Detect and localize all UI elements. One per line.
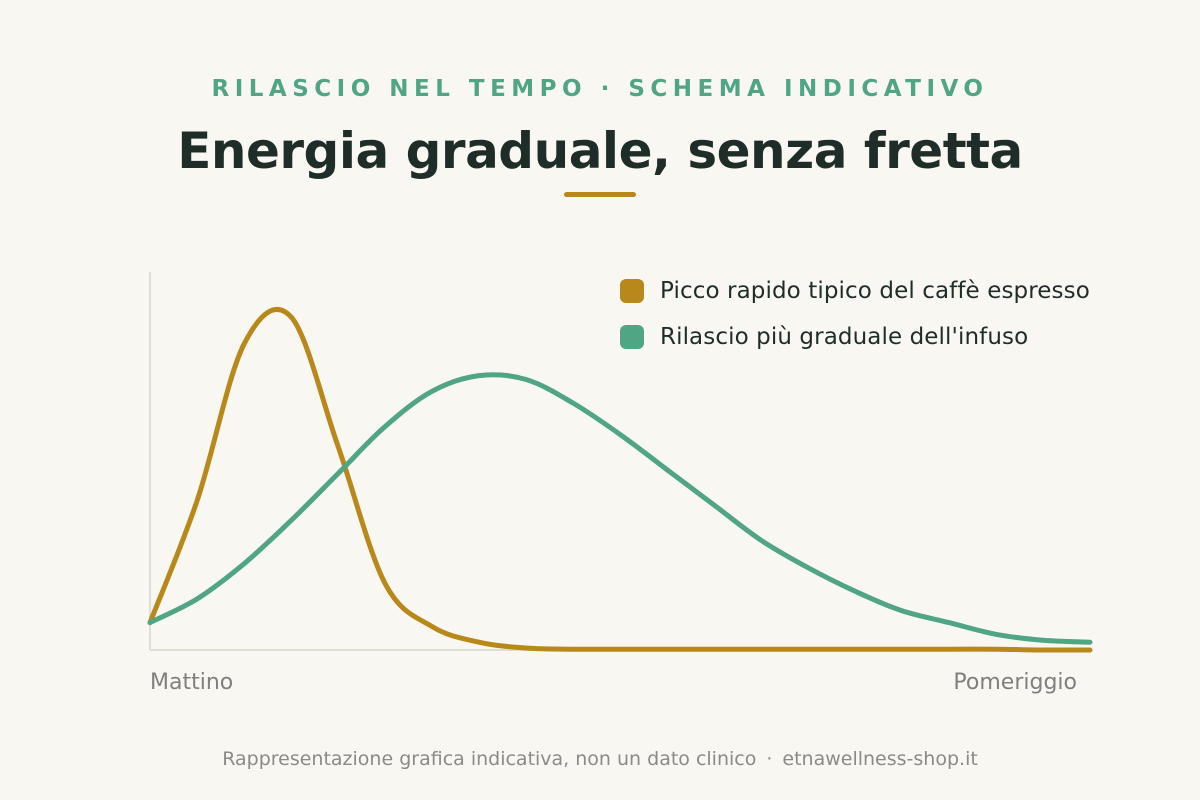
x-tick-label-start: Mattino xyxy=(150,670,234,695)
legend-item-espresso: Picco rapido tipico del caffè espresso xyxy=(620,276,1090,306)
series-layer xyxy=(147,307,1093,653)
chart-footer: Rappresentazione grafica indicativa, non… xyxy=(0,748,1200,770)
series-line-infuso xyxy=(147,372,1093,645)
chart-legend: Picco rapido tipico del caffè espresso R… xyxy=(620,276,1090,368)
x-tick-label-end: Pomeriggio xyxy=(953,670,1077,695)
title-underline xyxy=(564,192,636,197)
footer-separator: · xyxy=(766,748,773,770)
legend-swatch-espresso xyxy=(620,279,644,303)
chart-title: Energia graduale, senza fretta xyxy=(177,122,1023,180)
chart-kicker: RILASCIO NEL TEMPO · SCHEMA INDICATIVO xyxy=(211,76,989,102)
footer-note: Rappresentazione grafica indicativa, non… xyxy=(222,748,757,770)
legend-label-infuso: Rilascio più graduale dell'infuso xyxy=(660,324,1029,350)
legend-item-infuso: Rilascio più graduale dell'infuso xyxy=(620,322,1090,352)
footer-site: etnawellness-shop.it xyxy=(782,748,978,770)
series-line-espresso xyxy=(147,307,1093,653)
legend-swatch-infuso xyxy=(620,325,644,349)
legend-label-espresso: Picco rapido tipico del caffè espresso xyxy=(660,278,1090,304)
